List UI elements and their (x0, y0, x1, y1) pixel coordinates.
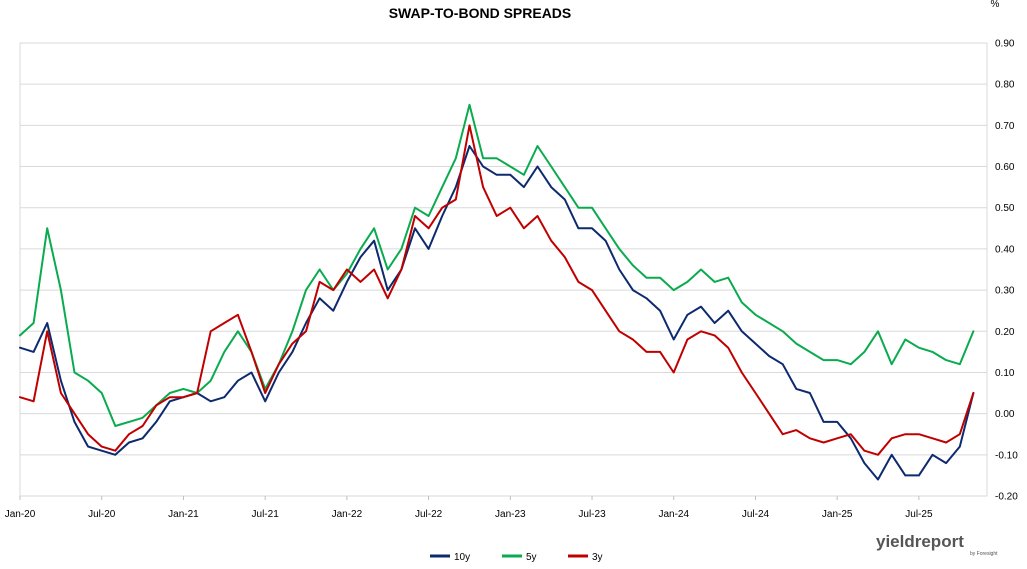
legend-label-5y: 5y (526, 552, 537, 563)
x-tick-label: Jan-20 (5, 509, 36, 520)
y-tick-label: -0.20 (995, 492, 1018, 503)
x-tick-label: Jul-25 (905, 509, 933, 520)
y-tick-label: 0.80 (995, 80, 1015, 91)
y-tick-label: 0.90 (995, 39, 1015, 50)
y-tick-label: 0.60 (995, 162, 1015, 173)
y-tick-label: -0.10 (995, 450, 1018, 461)
series-line-5y (19, 103, 975, 427)
x-tick-label: Jan-25 (822, 509, 853, 520)
y-tick-label: 0.00 (995, 409, 1015, 420)
x-tick-label: Jul-21 (252, 509, 280, 520)
x-tick-label: Jan-24 (658, 509, 689, 520)
x-tick-label: Jul-22 (415, 509, 443, 520)
x-axis-ticks: Jan-20 Jul-20 Jan-21 Jul-21 Jan-22 Jul-22 Jan-… (5, 496, 933, 520)
y-tick-label: 0.40 (995, 244, 1015, 255)
yieldreport-logo: yieldreport by Foresight (876, 532, 998, 557)
legend-label-3y: 3y (592, 552, 603, 563)
legend-label-10y: 10y (454, 552, 470, 563)
y-axis-unit: % (991, 0, 1000, 10)
chart-title: SWAP-TO-BOND SPREADS (389, 5, 572, 21)
x-tick-label: Jan-23 (495, 509, 526, 520)
x-tick-label: Jan-22 (332, 509, 363, 520)
y-tick-label: 0.10 (995, 368, 1015, 379)
plot-area (19, 42, 988, 497)
series-line-3y (19, 124, 975, 456)
y-tick-label: 0.30 (995, 286, 1015, 297)
x-tick-label: Jul-23 (578, 509, 606, 520)
series-line-10y (19, 145, 975, 481)
y-tick-label: 0.20 (995, 327, 1015, 338)
x-tick-label: Jul-20 (88, 509, 116, 520)
x-tick-label: Jul-24 (742, 509, 770, 520)
series-lines (19, 103, 975, 481)
y-tick-label: 0.50 (995, 203, 1015, 214)
y-tick-label: 0.70 (995, 121, 1015, 132)
logo-wordmark: yieldreport (876, 532, 964, 551)
x-tick-label: Jan-21 (168, 509, 199, 520)
plot-border (19, 42, 988, 497)
legend: 10y 5y 3y (430, 552, 603, 563)
logo-subtitle: by Foresight (970, 551, 998, 557)
y-axis-ticks: -0.20 -0.10 0.00 0.10 0.20 0.30 0.40 0.50 0.60 0.… (995, 39, 1018, 503)
